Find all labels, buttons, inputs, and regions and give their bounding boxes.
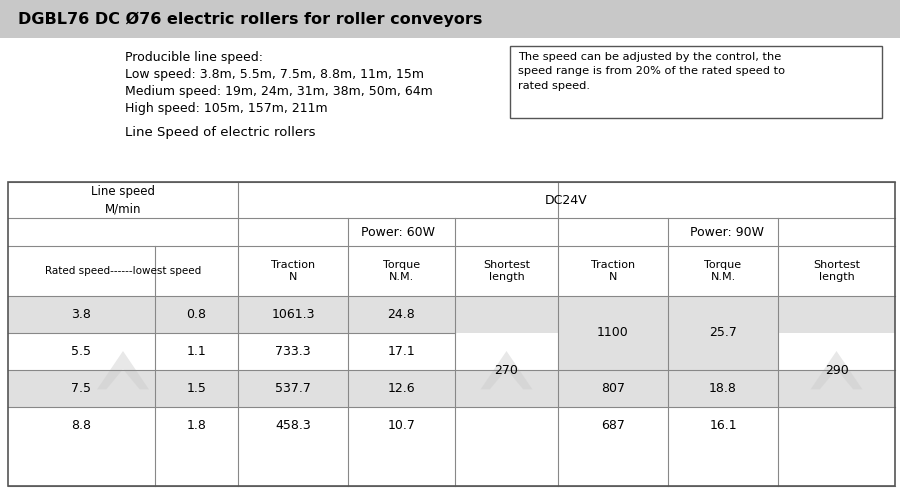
Bar [8, 182, 895, 218]
Bar [0, 0, 900, 38]
Text: 1061.3: 1061.3 [271, 308, 315, 321]
Text: 3.8: 3.8 [72, 308, 92, 321]
Text: Traction
N: Traction N [591, 260, 635, 282]
Text: 1.1: 1.1 [186, 345, 206, 358]
Text: Low speed: 3.8m, 5.5m, 7.5m, 8.8m, 11m, 15m: Low speed: 3.8m, 5.5m, 7.5m, 8.8m, 11m, … [125, 68, 424, 80]
Bar [8, 218, 895, 246]
Text: 16.1: 16.1 [709, 419, 737, 432]
Text: 1100: 1100 [597, 326, 629, 340]
Bar [8, 246, 895, 296]
PathPatch shape [481, 351, 533, 390]
PathPatch shape [811, 351, 862, 390]
Text: 25.7: 25.7 [709, 326, 737, 340]
Bar [8, 182, 895, 486]
Text: Shortest
length: Shortest length [483, 260, 530, 282]
Bar [8, 370, 895, 407]
Bar [8, 407, 895, 444]
Text: 7.5: 7.5 [71, 382, 92, 395]
Text: 733.3: 733.3 [275, 345, 310, 358]
PathPatch shape [97, 351, 149, 390]
Text: Torque
N.M.: Torque N.M. [382, 260, 420, 282]
Text: 537.7: 537.7 [275, 382, 310, 395]
Text: 1.8: 1.8 [186, 419, 206, 432]
Bar [8, 296, 895, 333]
Text: Medium speed: 19m, 24m, 31m, 38m, 50m, 64m: Medium speed: 19m, 24m, 31m, 38m, 50m, 6… [125, 84, 433, 98]
Text: 687: 687 [601, 419, 625, 432]
Text: 12.6: 12.6 [388, 382, 415, 395]
Text: 18.8: 18.8 [709, 382, 737, 395]
Text: 0.8: 0.8 [186, 308, 206, 321]
Text: 10.7: 10.7 [388, 419, 416, 432]
Text: Power: 90W: Power: 90W [689, 225, 763, 239]
Text: Shortest
length: Shortest length [813, 260, 860, 282]
Text: 270: 270 [495, 364, 518, 376]
Text: Traction
N: Traction N [271, 260, 315, 282]
Text: Producible line speed:: Producible line speed: [125, 50, 263, 64]
Text: The speed can be adjusted by the control, the
speed range is from 20% of the rat: The speed can be adjusted by the control… [518, 52, 785, 91]
Text: 458.3: 458.3 [275, 419, 310, 432]
Text: 17.1: 17.1 [388, 345, 416, 358]
Text: DC24V: DC24V [545, 194, 588, 206]
Text: Line Speed of electric rollers: Line Speed of electric rollers [125, 125, 316, 139]
Text: Rated speed------lowest speed: Rated speed------lowest speed [45, 266, 201, 276]
Bar [510, 46, 882, 118]
Text: DGBL76 DC Ø76 electric rollers for roller conveyors: DGBL76 DC Ø76 electric rollers for rolle… [18, 11, 482, 26]
Text: 1.5: 1.5 [186, 382, 206, 395]
Text: 8.8: 8.8 [71, 419, 92, 432]
Text: Line speed
M/min: Line speed M/min [91, 185, 155, 216]
Bar [8, 333, 895, 370]
Text: 290: 290 [824, 364, 849, 376]
Text: High speed: 105m, 157m, 211m: High speed: 105m, 157m, 211m [125, 101, 328, 115]
Text: 807: 807 [601, 382, 625, 395]
Text: 24.8: 24.8 [388, 308, 416, 321]
Bar [558, 296, 778, 370]
Text: Torque
N.M.: Torque N.M. [705, 260, 742, 282]
Text: Power: 60W: Power: 60W [361, 225, 435, 239]
Text: 5.5: 5.5 [71, 345, 92, 358]
